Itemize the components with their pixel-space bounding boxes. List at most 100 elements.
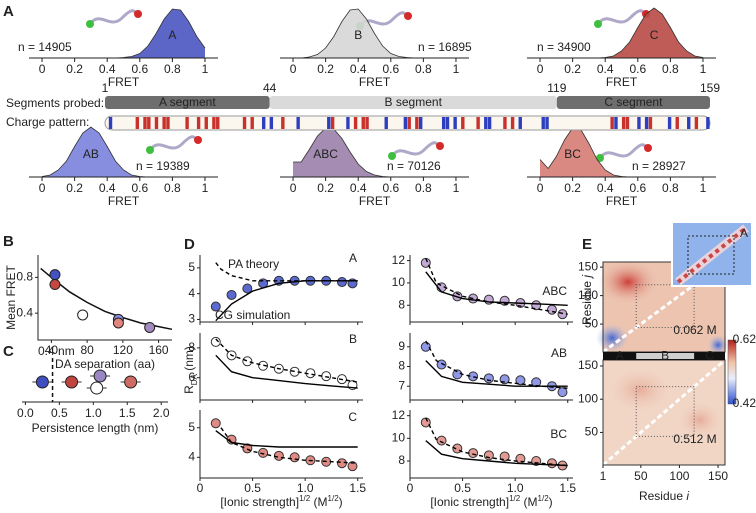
x-tick-label: 1 — [202, 181, 209, 195]
heatmap-hotspot — [596, 324, 628, 352]
theory-line — [220, 427, 358, 464]
x-tick-label: 50 — [634, 469, 648, 483]
y-tick-label: 100 — [578, 391, 598, 405]
x-tick-label: 0 — [39, 181, 46, 195]
charge-residue — [487, 117, 492, 129]
x-tick-label: 1.5 — [559, 481, 576, 495]
charge-residue — [154, 117, 159, 129]
simulation-line — [425, 440, 568, 467]
heatmap-hotspot — [676, 400, 724, 440]
charge-residue — [510, 117, 515, 129]
y-axis-label-part: R — [182, 385, 196, 394]
peak-label: A — [168, 28, 176, 42]
segment-box — [635, 284, 695, 329]
n-label: n = 34900 — [537, 40, 591, 54]
charge-residue — [644, 117, 649, 129]
subplot-label: ABC — [542, 284, 567, 298]
charge-residue — [625, 117, 630, 129]
axes — [409, 410, 573, 479]
point — [336, 277, 347, 288]
x-axis-label-part: 1/2 — [509, 494, 521, 503]
theory-line — [425, 417, 568, 467]
y-tick-label: 7 — [398, 378, 405, 392]
subplot-label: B — [349, 332, 357, 346]
x-tick-label: 0.2 — [564, 62, 581, 76]
acceptor-dye — [436, 142, 444, 150]
y-axis-label-part: DA — [190, 373, 199, 385]
x-tick-label: 150 — [708, 469, 728, 483]
point — [35, 375, 49, 389]
x-tick-label: 0.6 — [382, 181, 399, 195]
x-axis-label: FRET — [108, 75, 140, 89]
x-axis-label-part: ) — [549, 495, 553, 509]
peak-label: AB — [83, 147, 99, 161]
distribution-area — [42, 127, 205, 177]
charge-residue — [545, 117, 549, 129]
y-tick-label: 4 — [188, 286, 195, 300]
x-tick-label: 0.8 — [164, 62, 181, 76]
segment-bar — [556, 96, 710, 109]
charge-residue — [614, 117, 618, 129]
charge-residue — [384, 117, 388, 129]
charge-residue — [212, 117, 216, 129]
acceptor-dye — [404, 12, 412, 20]
y-tick-label: 100 — [578, 288, 598, 302]
point — [436, 435, 447, 446]
point — [124, 375, 138, 389]
charge-residue — [166, 117, 170, 129]
simulation-line — [215, 280, 358, 322]
y-axis-label: Residue j — [580, 275, 594, 325]
x-axis-label: FRET — [108, 194, 140, 208]
charge-residue — [637, 117, 641, 129]
charge-residue — [216, 117, 220, 129]
charge-residue — [242, 117, 247, 129]
map-label: 0.512 M — [673, 432, 716, 446]
x-tick-label: 160 — [149, 343, 169, 357]
x-tick-label: 0.6 — [131, 181, 148, 195]
charge-residue — [250, 117, 254, 129]
point — [420, 341, 431, 352]
acceptor-dye — [644, 144, 652, 152]
subplot-label: AB — [551, 346, 567, 360]
x-axis-label: FRET — [359, 75, 391, 89]
y-axis-label-part: Residue — [580, 278, 594, 325]
charge-residue — [445, 117, 450, 129]
x-axis-label-part: Residue — [639, 489, 686, 503]
y-tick-label: 12 — [392, 253, 406, 267]
x-tick-label: 0.4 — [597, 62, 614, 76]
x-tick-label: 80 — [80, 343, 94, 357]
y-tick-label: 10 — [392, 275, 406, 289]
charge-residue — [261, 117, 266, 129]
y-axis-label-part: (nm) — [182, 346, 196, 374]
x-tick-label: 1 — [453, 62, 460, 76]
point — [258, 360, 269, 371]
point — [144, 321, 156, 333]
axes — [199, 410, 363, 479]
charge-residue — [610, 117, 614, 129]
y-tick-label: 50 — [585, 425, 599, 439]
x-tick-label: 1.0 — [85, 406, 102, 420]
molecule-icon — [596, 9, 647, 26]
heatmap-hotspot — [708, 335, 728, 355]
charge-residue — [143, 117, 147, 129]
donor-dye — [596, 154, 604, 162]
x-tick-label: 0.8 — [662, 181, 679, 195]
x-tick-label: 0.2 — [317, 62, 334, 76]
colorbar-tick-label: 0.62 — [733, 332, 756, 346]
charge-residue — [418, 117, 423, 129]
panel-label: D — [184, 236, 195, 253]
x-axis-label-part: [Ionic strength] — [220, 495, 299, 509]
x-tick-label: 0.6 — [629, 181, 646, 195]
fit-line — [40, 267, 173, 331]
point — [546, 304, 557, 315]
point — [483, 373, 494, 384]
panel-label: B — [3, 233, 14, 250]
x-axis-label: Residue i — [639, 489, 689, 503]
charge-residue — [621, 117, 626, 129]
distribution-area — [42, 9, 205, 58]
charge-residue — [687, 117, 691, 129]
x-axis-label: FRET — [606, 194, 638, 208]
segment-letter: B — [661, 349, 669, 363]
point — [242, 283, 253, 294]
x-tick-label: 1.0 — [297, 481, 314, 495]
